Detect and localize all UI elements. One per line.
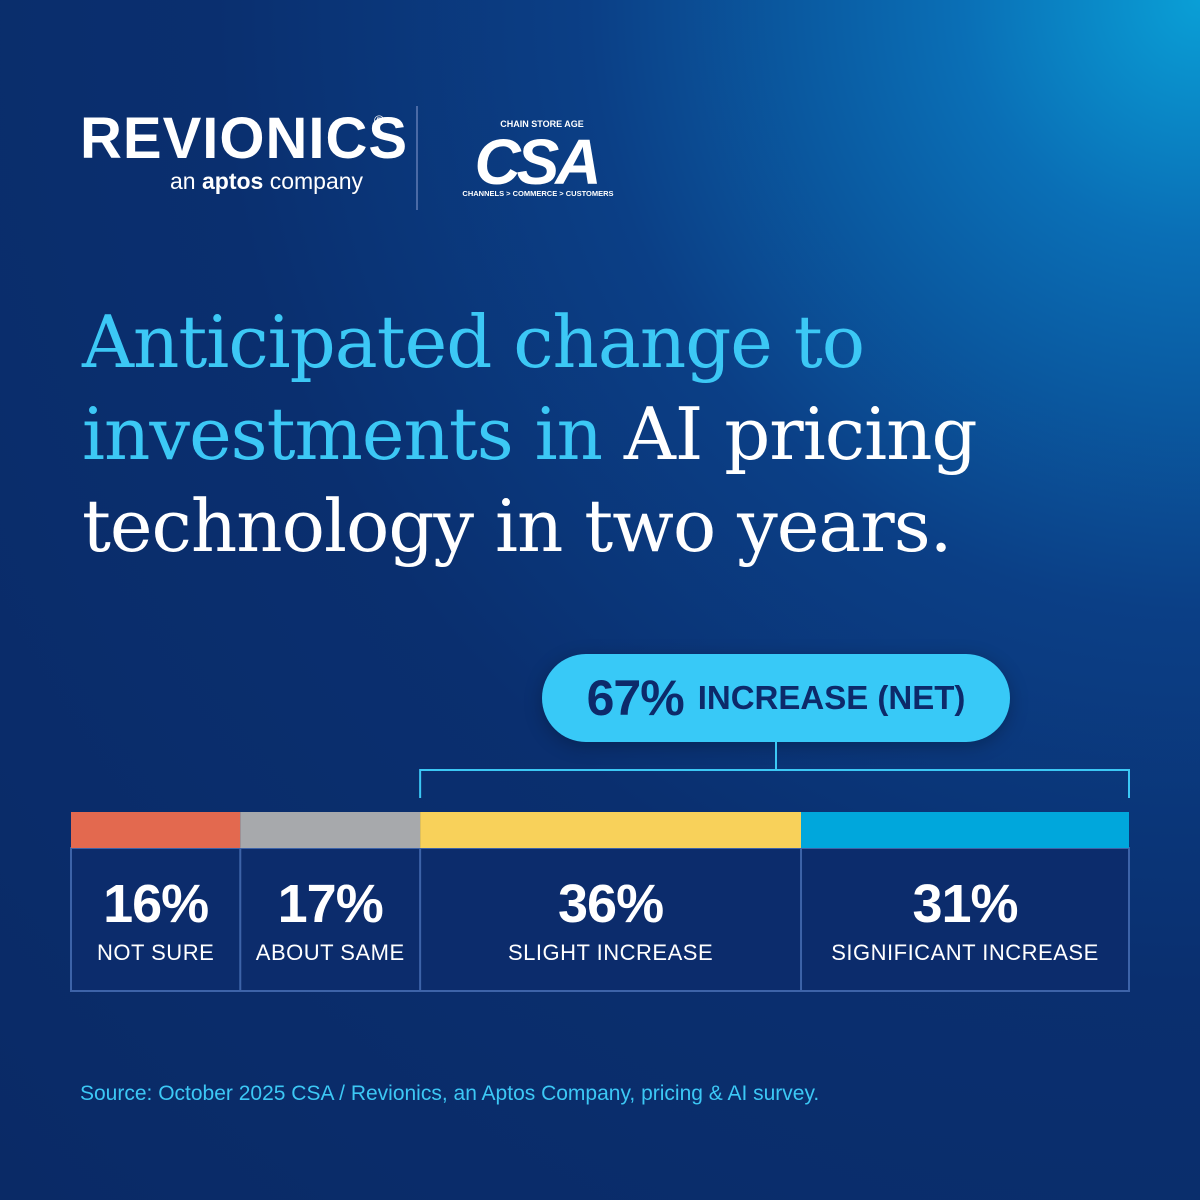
category-label: NOT SURE — [96, 940, 215, 965]
title-highlight: Anticipated change to investments in — [82, 300, 865, 476]
callout-label: INCREASE (NET) — [697, 679, 966, 716]
cell-about-same: 17% ABOUT SAME — [240, 874, 420, 968]
revionics-logo: REVIONICS ® an aptos company — [80, 106, 409, 195]
sub-prefix: an — [170, 168, 202, 194]
data-label: 16% — [103, 874, 209, 934]
bar-segment-significant-increase — [801, 812, 1129, 848]
revionics-wordmark: REVIONICS — [80, 106, 409, 171]
csa-mark-text: CSA — [474, 126, 597, 198]
cell-significant-increase: 31% SIGNIFICANT INCREASE — [801, 874, 1129, 968]
data-label: 36% — [558, 874, 664, 934]
csa-logo: CHAIN STORE AGE CSA CHANNELS > COMMERCE … — [462, 119, 613, 198]
logo-divider — [416, 106, 418, 210]
registered-mark: ® — [374, 112, 385, 128]
source-note: Source: October 2025 CSA / Revionics, an… — [80, 1082, 820, 1105]
net-increase-callout: 67% INCREASE (NET) — [542, 654, 1010, 742]
category-label: ABOUT SAME — [255, 940, 405, 965]
bar-segment-not-sure — [71, 812, 241, 848]
cell-not-sure: 16% NOT SURE — [71, 874, 240, 968]
callout-value: 67% — [586, 670, 685, 726]
revionics-subtitle: an aptos company — [170, 168, 363, 195]
data-label: 17% — [277, 874, 384, 934]
csa-tagline-text: CHANNELS > COMMERCE > CUSTOMERS — [462, 189, 613, 198]
cell-slight-increase: 36% SLIGHT INCREASE — [420, 874, 801, 968]
aptos-brand: aptos — [201, 168, 264, 194]
bar-segment-slight-increase — [420, 812, 802, 848]
category-label: SIGNIFICANT INCREASE — [831, 940, 1099, 965]
bracket-path — [419, 742, 1130, 798]
title-rest: AI pricing technology in two years. — [82, 392, 978, 568]
bar-segment-about-same — [240, 812, 421, 848]
sub-suffix: company — [263, 168, 364, 194]
csa-top-text: CHAIN STORE AGE — [500, 119, 584, 129]
category-label: SLIGHT INCREASE — [507, 940, 714, 965]
chart-title: Anticipated change to investments in AI … — [82, 296, 1142, 572]
data-label: 31% — [912, 874, 1018, 934]
